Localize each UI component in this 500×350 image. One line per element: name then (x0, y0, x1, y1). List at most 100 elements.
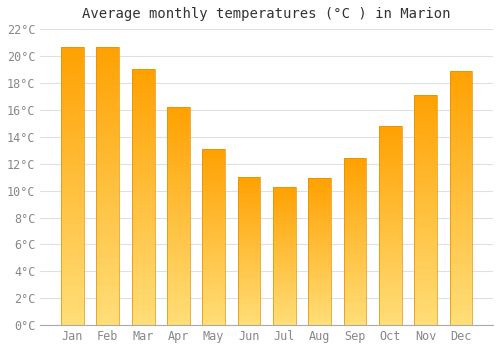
Bar (167, 155, 190, 160)
Bar (308, 187, 331, 190)
Bar (450, 178, 472, 183)
Bar (450, 122, 472, 127)
Bar (450, 157, 472, 162)
Bar (414, 196, 437, 201)
Bar (202, 170, 225, 174)
Bar (167, 194, 190, 199)
Bar (132, 305, 154, 310)
Bar (450, 106, 472, 112)
Bar (414, 242, 437, 247)
Bar (414, 298, 437, 302)
Bar (273, 267, 296, 270)
Bar (167, 129, 190, 133)
Bar (167, 203, 190, 208)
Bar (273, 198, 296, 201)
Bar (202, 272, 225, 276)
Bar (96, 136, 119, 141)
Bar (61, 163, 84, 169)
Bar (167, 273, 190, 277)
Bar (202, 308, 225, 311)
Bar (273, 217, 296, 220)
Bar (202, 322, 225, 325)
Bar (61, 141, 84, 147)
Bar (414, 307, 437, 312)
Bar (379, 198, 402, 202)
Bar (238, 272, 260, 275)
Bar (202, 188, 225, 191)
Bar (202, 262, 225, 265)
Bar (379, 202, 402, 206)
Bar (450, 203, 472, 208)
Bar (379, 238, 402, 241)
Bar (132, 90, 154, 95)
Bar (308, 266, 331, 270)
Bar (344, 295, 366, 299)
Bar (202, 233, 225, 237)
Bar (414, 127, 437, 132)
Bar (379, 126, 402, 325)
Bar (344, 238, 366, 242)
Bar (61, 153, 84, 158)
Bar (132, 105, 154, 110)
Bar (344, 162, 366, 165)
Bar (132, 269, 154, 274)
Bar (238, 263, 260, 266)
Bar (273, 228, 296, 231)
Bar (96, 186, 119, 191)
Bar (202, 219, 225, 223)
Bar (132, 213, 154, 218)
Bar (167, 299, 190, 303)
Bar (132, 294, 154, 300)
Bar (450, 295, 472, 300)
Bar (414, 270, 437, 274)
Bar (132, 177, 154, 182)
Bar (96, 191, 119, 197)
Bar (132, 85, 154, 90)
Bar (379, 281, 402, 285)
Bar (202, 255, 225, 258)
Bar (414, 312, 437, 316)
Bar (202, 198, 225, 202)
Bar (167, 290, 190, 295)
Bar (273, 225, 296, 228)
Bar (450, 305, 472, 310)
Bar (202, 212, 225, 216)
Bar (273, 250, 296, 253)
Bar (414, 233, 437, 238)
Bar (414, 160, 437, 164)
Bar (379, 174, 402, 178)
Bar (344, 268, 366, 272)
Bar (308, 310, 331, 314)
Bar (450, 101, 472, 106)
Bar (344, 205, 366, 208)
Bar (96, 47, 119, 52)
Bar (238, 242, 260, 245)
Bar (61, 91, 84, 97)
Bar (379, 309, 402, 313)
Bar (273, 281, 296, 284)
Bar (96, 113, 119, 119)
Bar (238, 296, 260, 299)
Bar (167, 133, 190, 138)
Bar (61, 180, 84, 186)
Bar (167, 242, 190, 247)
Bar (450, 289, 472, 295)
Bar (96, 80, 119, 85)
Bar (379, 222, 402, 226)
Bar (202, 269, 225, 272)
Bar (96, 197, 119, 203)
Bar (61, 58, 84, 63)
Bar (96, 47, 119, 325)
Bar (61, 247, 84, 253)
Bar (96, 314, 119, 320)
Bar (132, 254, 154, 259)
Bar (414, 252, 437, 256)
Bar (450, 249, 472, 254)
Bar (61, 230, 84, 236)
Bar (61, 125, 84, 130)
Bar (344, 158, 366, 162)
Bar (273, 306, 296, 309)
Bar (238, 198, 260, 201)
Bar (167, 173, 190, 177)
Bar (379, 162, 402, 166)
